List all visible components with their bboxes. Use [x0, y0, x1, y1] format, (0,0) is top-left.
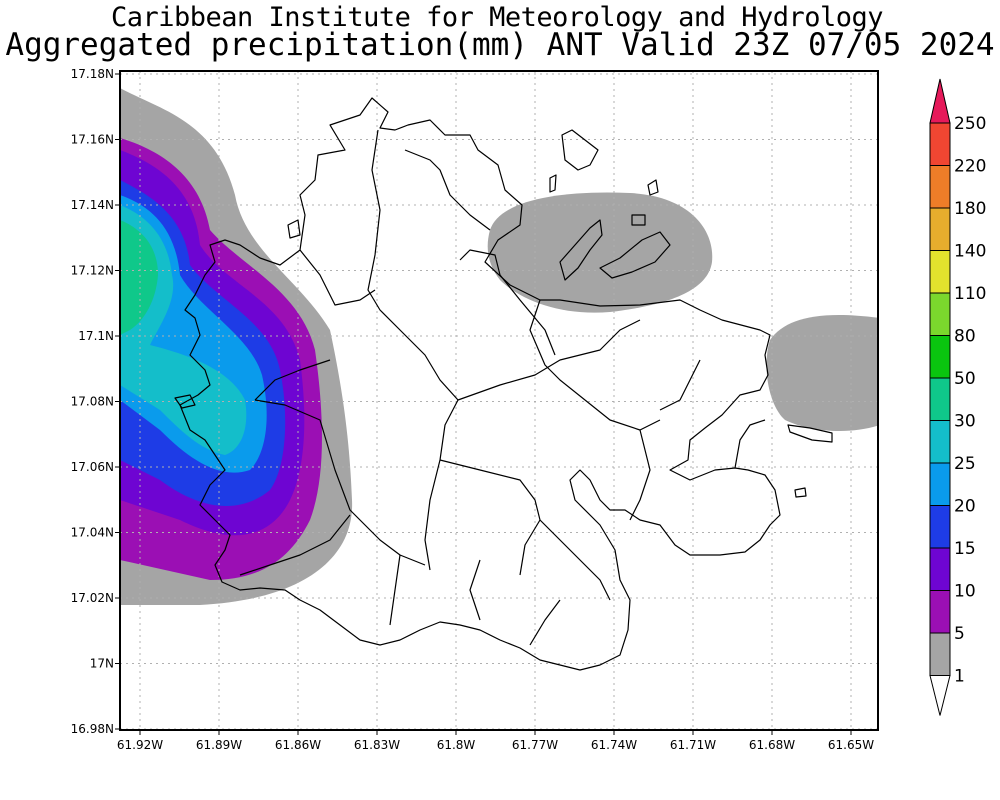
colorbar-segment: [929, 462, 951, 506]
colorbar-label: 50: [954, 369, 976, 389]
colorbar-label: 1: [954, 667, 965, 687]
colorbar-segment: [929, 547, 951, 591]
x-tick-label: 61.74W: [591, 738, 637, 752]
x-tick-label: 61.71W: [670, 738, 716, 752]
colorbar-segment: [929, 632, 951, 676]
precip-band-30mm: [120, 220, 158, 335]
colorbar-label: 30: [954, 412, 976, 432]
parish-boundary: [389, 554, 401, 626]
colorbar-under-triangle: [929, 675, 951, 716]
parish-boundary: [529, 599, 561, 646]
parish-boundary: [529, 299, 661, 431]
y-tick-label: 17N: [90, 657, 114, 671]
parish-boundary: [659, 359, 701, 411]
chart-subtitle: Aggregated precipitation(mm) ANT Valid 2…: [5, 27, 995, 63]
parish-boundary: [254, 359, 331, 401]
x-tick-label: 61.8W: [437, 738, 476, 752]
y-tick-label: 17.12N: [71, 264, 114, 278]
islet: [631, 214, 646, 226]
islet: [787, 424, 833, 443]
x-axis: 61.92W 61.89W 61.86W 61.83W 61.8W 61.77W 61.74…: [117, 730, 874, 752]
colorbar-segment: [929, 207, 951, 251]
y-axis: 17.18N 17.16N 17.14N 17.12N 17.1N 17.08N 17.06…: [71, 67, 120, 736]
parish-boundary: [299, 249, 376, 306]
parish-boundary: [457, 319, 641, 401]
parish-boundary: [239, 514, 351, 576]
parish-boundary: [539, 519, 611, 601]
colorbar-over-triangle: [929, 78, 951, 124]
parish-boundary: [629, 429, 651, 521]
parish-boundary: [439, 459, 541, 576]
plot-frame: [119, 70, 879, 731]
x-tick-label: 61.77W: [512, 738, 558, 752]
parish-boundary: [734, 419, 766, 469]
island-outline: [179, 97, 781, 671]
precip-patch-northeast: [487, 192, 713, 313]
y-tick-label: 17.18N: [71, 67, 114, 81]
parish-boundary: [469, 559, 481, 621]
colorbar-label: 110: [954, 284, 986, 304]
islet: [174, 394, 196, 409]
islet: [561, 129, 599, 171]
colorbar-segment: [929, 420, 951, 464]
islet: [794, 487, 807, 498]
precip-field: [120, 88, 878, 605]
colorbar-label: 250: [954, 114, 986, 134]
colorbar-label: 180: [954, 199, 986, 219]
x-tick-label: 61.68W: [749, 738, 795, 752]
precip-patch-east: [766, 314, 878, 432]
colorbar-label: 20: [954, 497, 976, 517]
colorbar-segment: [929, 590, 951, 634]
islet: [559, 219, 603, 281]
colorbar-label: 140: [954, 242, 986, 262]
colorbar-label: 220: [954, 157, 986, 177]
colorbar-label: 80: [954, 327, 976, 347]
colorbar-segment: [929, 335, 951, 379]
colorbar-label: 15: [954, 539, 976, 559]
colorbar-segment: [929, 165, 951, 209]
y-tick-label: 17.02N: [71, 591, 114, 605]
islet: [599, 231, 671, 279]
antigua-coastline: [174, 97, 833, 671]
parish-boundary: [459, 249, 556, 356]
y-tick-label: 17.06N: [71, 460, 114, 474]
y-tick-label: 17.16N: [71, 133, 114, 147]
chart-title: Caribbean Institute for Meteorology and …: [110, 2, 884, 33]
islet: [287, 219, 301, 239]
parish-boundary: [404, 149, 491, 231]
islet: [647, 179, 659, 196]
x-tick-label: 61.65W: [828, 738, 874, 752]
colorbar-segment: [929, 250, 951, 294]
x-tick-label: 61.86W: [275, 738, 321, 752]
parish-boundary: [367, 129, 459, 571]
y-tick-label: 17.1N: [78, 329, 114, 343]
colorbar-label: 10: [954, 582, 976, 602]
colorbar-segment: [929, 122, 951, 166]
colorbar-segment: [929, 292, 951, 336]
y-tick-label: 17.08N: [71, 395, 114, 409]
colorbar-label: 25: [954, 454, 976, 474]
x-tick-label: 61.83W: [354, 738, 400, 752]
x-tick-label: 61.89W: [196, 738, 242, 752]
y-tick-label: 17.14N: [71, 198, 114, 212]
y-tick-label: 17.04N: [71, 526, 114, 540]
y-tick-label: 16.98N: [71, 722, 114, 736]
colorbar-segment: [929, 377, 951, 421]
x-tick-label: 61.92W: [117, 738, 163, 752]
parish-boundary: [254, 399, 426, 566]
islet: [549, 174, 557, 193]
graticule: [120, 71, 878, 730]
colorbar-segment: [929, 505, 951, 549]
colorbar-label: 5: [954, 624, 965, 644]
